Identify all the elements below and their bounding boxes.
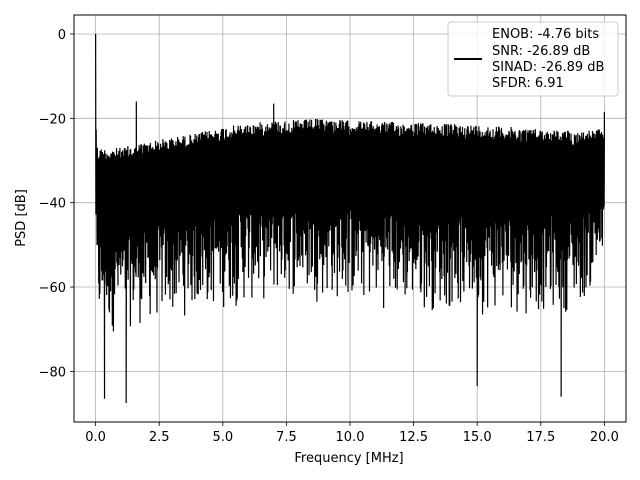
x-tick-label: 17.5 — [526, 430, 555, 445]
y-tick-label: −60 — [39, 281, 66, 296]
legend-entry-sfdr: SFDR: 6.91 — [492, 76, 564, 91]
y-axis-label: PSD [dB] — [14, 189, 29, 247]
x-tick-label: 15.0 — [463, 430, 492, 445]
legend-entry-sinad: SINAD: -26.89 dB — [492, 60, 604, 75]
x-tick-label: 2.5 — [149, 430, 170, 445]
x-tick-label: 7.5 — [276, 430, 297, 445]
y-axis-ticks: 0 −20 −40 −60 −80 — [39, 28, 74, 380]
y-tick-label: 0 — [58, 28, 66, 43]
y-tick-label: −20 — [39, 112, 66, 127]
legend-box — [447, 21, 619, 97]
y-tick-label: −40 — [39, 197, 66, 212]
x-axis-label: Frequency [MHz] — [294, 451, 403, 466]
x-tick-label: 20.0 — [590, 430, 619, 445]
x-tick-label: 10.0 — [336, 430, 365, 445]
x-tick-label: 5.0 — [212, 430, 233, 445]
y-tick-label: −80 — [39, 365, 66, 380]
x-tick-label: 0.0 — [85, 430, 106, 445]
legend-entry-enob: ENOB: -4.76 bits — [492, 27, 599, 42]
x-tick-label: 12.5 — [399, 430, 428, 445]
psd-series-line — [95, 33, 605, 404]
x-axis-ticks: 0.0 2.5 5.0 7.5 10.0 12.5 15.0 17.5 20.0 — [85, 422, 619, 445]
legend: ENOB: -4.76 bits SNR: -26.89 dB SINAD: -… — [447, 21, 619, 97]
legend-entry-snr: SNR: -26.89 dB — [492, 44, 590, 59]
plot-area — [95, 33, 605, 404]
